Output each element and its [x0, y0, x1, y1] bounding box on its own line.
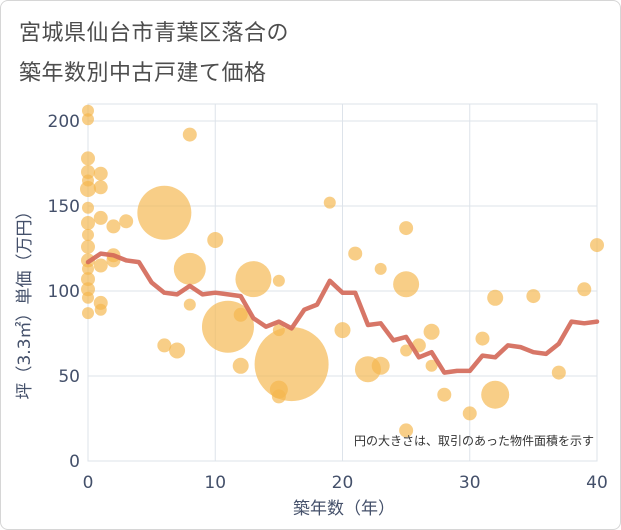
bubble-point — [82, 113, 94, 126]
bubble-point — [94, 303, 107, 316]
bubble-point — [81, 239, 95, 254]
bubble-point — [93, 166, 108, 181]
bubble-point — [462, 406, 477, 421]
bubble-point — [400, 344, 413, 357]
bubble-point — [119, 214, 134, 229]
bubble-size-note: 円の大きさは、取引のあった物件面積を示す — [354, 433, 594, 448]
grid — [87, 103, 598, 462]
bubble-point — [93, 210, 108, 225]
bubble-point — [93, 180, 108, 195]
bubble-point — [81, 165, 95, 179]
bubble-point — [232, 357, 249, 374]
bubble-point — [393, 271, 420, 298]
chart-title-line-2: 築年数別中古戸建て価格 — [19, 61, 267, 86]
bubble-point — [235, 261, 272, 298]
y-tick-label: 100 — [48, 282, 80, 302]
bubble-point — [82, 228, 94, 241]
y-tick-label: 50 — [58, 367, 80, 387]
bubble-point — [106, 219, 121, 234]
y-tick-label: 150 — [48, 197, 80, 217]
bubble-point — [81, 282, 95, 297]
bubble-point — [207, 232, 224, 248]
bubble-point — [169, 342, 186, 359]
bubble-point — [399, 221, 414, 236]
bubble-point — [272, 274, 285, 287]
trend-line-group — [85, 251, 600, 375]
bubble-point — [93, 258, 108, 273]
y-tick-label: 0 — [69, 452, 80, 472]
bubble-point — [137, 185, 192, 240]
bubble-point — [82, 262, 94, 275]
x-axis-label: 築年数（年） — [293, 499, 395, 519]
bubble-point — [80, 181, 96, 197]
bubble-point — [481, 380, 510, 409]
bubble-point — [371, 356, 390, 375]
bubble-point — [437, 387, 452, 402]
trend-line — [85, 251, 600, 375]
x-tick-label: 0 — [83, 473, 94, 493]
bubble-point — [526, 289, 541, 304]
bubbles — [80, 104, 604, 438]
bubble-point — [374, 262, 387, 275]
bubble-point — [425, 359, 438, 372]
bubble-point — [183, 298, 196, 311]
bubble-point — [82, 201, 94, 214]
bubble-point — [475, 331, 490, 346]
bubble-point — [81, 272, 95, 287]
x-ticks: 0 10 20 30 40 — [83, 473, 608, 493]
bubble-point — [82, 307, 94, 320]
chart-title-line-1: 宮城県仙台市青葉区落合の — [19, 21, 290, 46]
bubble-point — [399, 423, 414, 438]
bubble-point — [157, 338, 172, 353]
bubble-point — [82, 291, 94, 304]
bubble-point — [577, 282, 592, 297]
x-tick-label: 10 — [204, 473, 226, 493]
bubble-point — [233, 307, 248, 322]
bubble-point — [348, 246, 363, 261]
bubble-point — [323, 196, 336, 209]
x-tick-label: 20 — [332, 473, 354, 493]
bubble-point — [173, 252, 206, 285]
bubble-point — [487, 289, 504, 306]
bubble-point — [590, 238, 604, 253]
x-tick-label: 30 — [459, 473, 481, 493]
y-axis-label: 坪（3.3㎡）単価（万円） — [15, 202, 35, 399]
x-tick-label: 40 — [586, 473, 608, 493]
bubble-point — [254, 327, 329, 402]
bubble-point — [81, 216, 95, 230]
bubble-point — [551, 365, 566, 380]
bubble-point — [334, 322, 351, 339]
y-ticks: 0 50 100 150 200 — [48, 112, 80, 472]
bubble-point — [423, 323, 440, 340]
bubble-point — [81, 151, 95, 166]
y-tick-label: 200 — [48, 112, 80, 132]
bubble-point — [82, 104, 94, 117]
bubble-point — [182, 127, 197, 142]
